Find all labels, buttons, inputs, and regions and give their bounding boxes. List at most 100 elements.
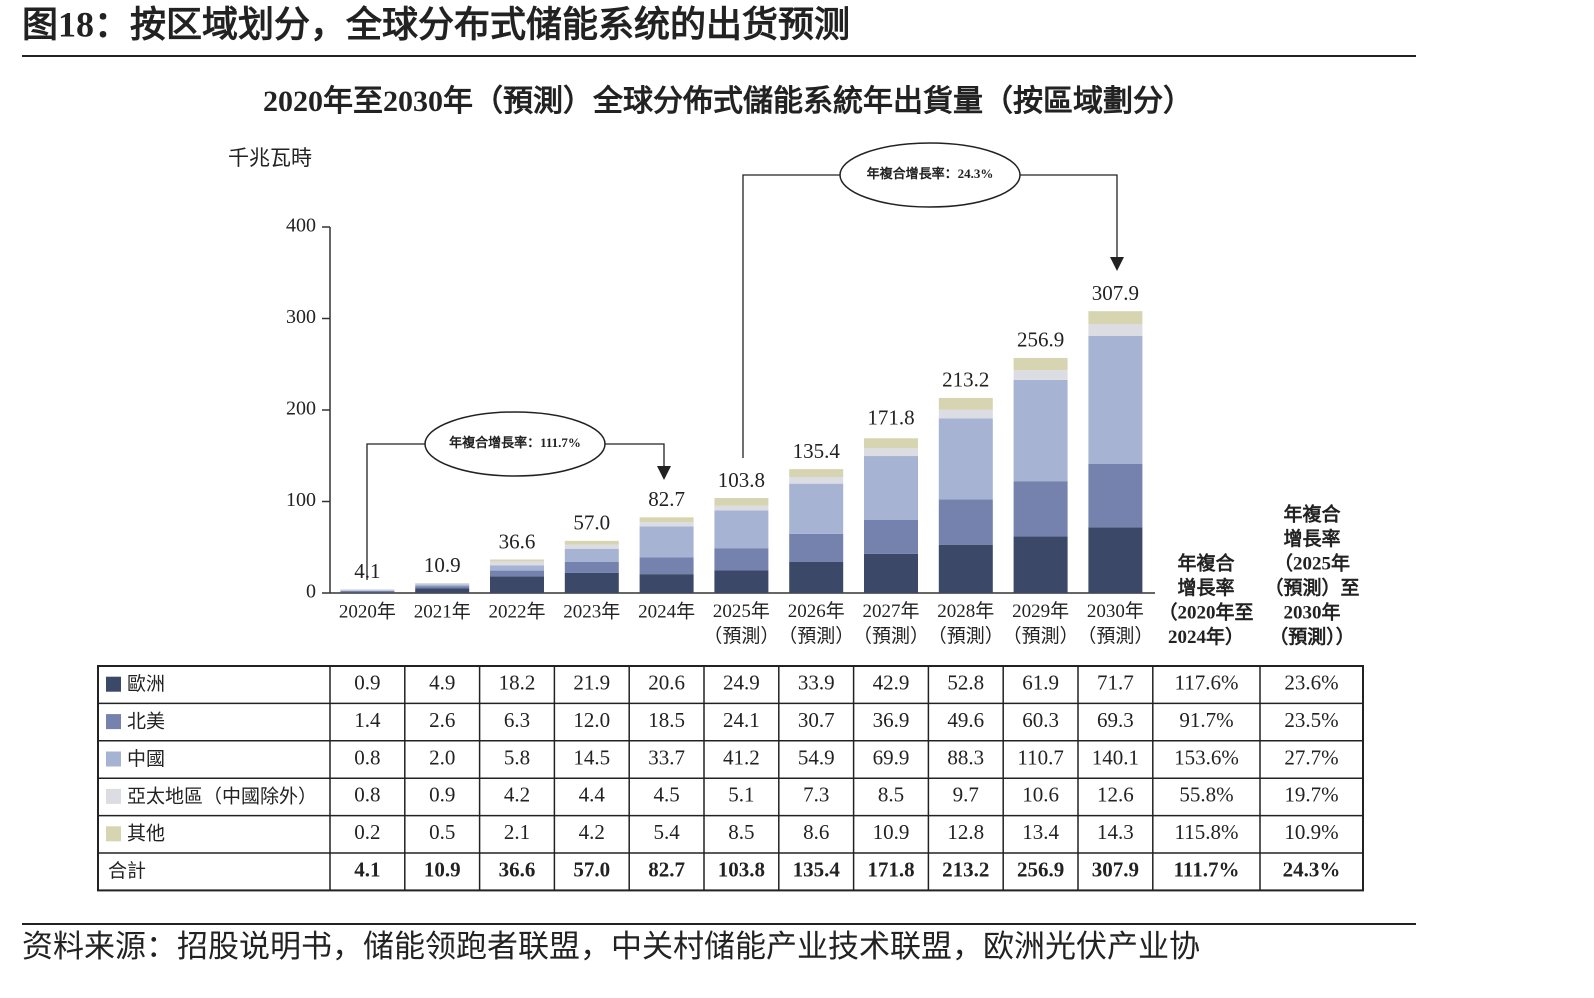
bar-segment xyxy=(938,409,993,419)
table-cell: 10.9 xyxy=(424,858,461,882)
legend-label: 其他 xyxy=(127,823,165,845)
table-cell: 140.1 xyxy=(1092,745,1139,769)
cagr-header: 增長率 xyxy=(1283,527,1340,550)
bar-segment xyxy=(639,517,694,523)
table-cell: 0.9 xyxy=(354,671,380,695)
x-tick-line: 2025年 xyxy=(713,600,770,622)
table-cell: 33.9 xyxy=(798,671,835,695)
table-cell: 110.7 xyxy=(1017,745,1063,769)
bar-segment xyxy=(1088,527,1143,593)
table-cell: 13.4 xyxy=(1022,820,1059,844)
table-cell: 2.1 xyxy=(504,820,530,844)
chart-title: 2020年至2030年（預測）全球分佈式儲能系統年出貨量（按區域劃分） xyxy=(263,84,1193,118)
annotation-text: 年複合增長率：24.3% xyxy=(867,166,994,181)
bar-segment xyxy=(1013,536,1068,593)
bar-segment xyxy=(564,548,619,562)
y-tick-label: 200 xyxy=(286,398,316,420)
table-cell: 54.9 xyxy=(798,745,835,769)
source-note: 资料来源：招股说明书，储能领跑者联盟，中关村储能产业技术联盟，欧洲光伏产业协 xyxy=(22,929,1200,964)
y-axis-label: 千兆瓦時 xyxy=(228,146,312,170)
x-tick-label: 2027年 （預測） xyxy=(853,600,929,647)
table-cagr: 153.6% xyxy=(1174,745,1239,769)
x-tick-label: 2025年 （預測） xyxy=(703,600,779,647)
bar-segment xyxy=(490,570,544,577)
x-tick-line: （預測） xyxy=(703,625,779,647)
total-label: 10.9 xyxy=(424,553,461,577)
table-cagr: 111.7% xyxy=(1174,858,1240,882)
table-cell: 24.1 xyxy=(723,708,760,732)
bar-segment xyxy=(789,476,844,484)
bar-segment xyxy=(564,561,619,573)
table-cagr: 24.3% xyxy=(1283,858,1341,882)
table-cell: 5.1 xyxy=(728,783,754,807)
bar-segment xyxy=(415,588,470,593)
row-label: 合計 xyxy=(108,860,146,882)
table-cell: 8.6 xyxy=(803,820,829,844)
y-tick-label: 0 xyxy=(306,581,316,603)
y-tick-label: 400 xyxy=(286,215,316,237)
table-cell: 4.2 xyxy=(504,783,530,807)
bar-segment xyxy=(864,553,918,593)
table-cell: 41.2 xyxy=(723,745,760,769)
x-tick-line: 2030年 xyxy=(1087,600,1144,622)
bar-segment xyxy=(864,448,918,457)
cagr-header: 2024年） xyxy=(1168,625,1244,648)
cagr-header: （預測）） xyxy=(1269,625,1355,648)
bar-segment xyxy=(1088,335,1143,464)
table-cell: 12.6 xyxy=(1097,783,1134,807)
table-cell: 7.3 xyxy=(803,783,829,807)
table-cell: 0.8 xyxy=(354,783,380,807)
table-cell: 33.7 xyxy=(648,745,685,769)
table-cell: 10.6 xyxy=(1022,783,1059,807)
legend-label: 歐洲 xyxy=(127,673,165,695)
table-cell: 4.9 xyxy=(429,671,455,695)
annotation-arrow xyxy=(657,466,671,480)
cagr-header: （2025年 xyxy=(1274,551,1350,574)
table-cell: 9.7 xyxy=(953,783,979,807)
bar-segment xyxy=(938,544,993,593)
legend-label: 北美 xyxy=(127,710,165,732)
annotation-arrow xyxy=(1110,257,1124,271)
bar-segment xyxy=(1013,370,1068,380)
x-tick-line: （預測） xyxy=(928,625,1004,647)
table-cell: 171.8 xyxy=(867,858,914,882)
table-cell: 6.3 xyxy=(504,708,530,732)
table-cell: 12.8 xyxy=(947,820,984,844)
table-cell: 36.6 xyxy=(499,858,536,882)
x-tick-label: 2023年 xyxy=(563,600,620,622)
bar-segment xyxy=(864,456,918,520)
y-tick-label: 300 xyxy=(286,306,316,328)
bar-segment xyxy=(1088,463,1143,528)
bar-segment xyxy=(789,561,844,593)
x-tick-line: （預測） xyxy=(1077,625,1153,647)
bar-segment xyxy=(1013,481,1068,537)
bar-segment xyxy=(639,526,694,558)
x-tick-label: 2030年 （預測） xyxy=(1077,600,1153,647)
table-cell: 71.7 xyxy=(1097,671,1134,695)
table-cell: 103.8 xyxy=(718,858,765,882)
bar-segment xyxy=(789,469,844,477)
table-cell: 10.9 xyxy=(873,820,910,844)
x-tick-label: 2021年 xyxy=(414,600,471,622)
table-cell: 21.9 xyxy=(573,671,610,695)
table-cell: 307.9 xyxy=(1092,858,1139,882)
table-cagr: 91.7% xyxy=(1179,708,1233,732)
total-label: 103.8 xyxy=(718,468,765,492)
table-cagr: 10.9% xyxy=(1284,820,1338,844)
table-cell: 4.5 xyxy=(653,783,679,807)
cagr-header: （預測）至 xyxy=(1264,576,1359,599)
x-tick-label: 2028年 （預測） xyxy=(928,600,1004,647)
table-cell: 0.2 xyxy=(354,820,380,844)
x-tick-label: 2026年 （預測） xyxy=(778,600,854,647)
x-tick-label: 2029年 （預測） xyxy=(1003,600,1079,647)
bar-segment xyxy=(1013,357,1068,371)
table-cell: 82.7 xyxy=(648,858,685,882)
x-tick-label: 2020年 xyxy=(339,600,396,622)
legend-label: 亞太地區（中國除外） xyxy=(127,785,317,807)
table-cell: 8.5 xyxy=(728,820,754,844)
legend-label: 中國 xyxy=(127,748,165,770)
y-tick-label: 100 xyxy=(286,489,316,511)
total-label: 82.7 xyxy=(648,487,685,511)
table-cell: 0.8 xyxy=(354,745,380,769)
